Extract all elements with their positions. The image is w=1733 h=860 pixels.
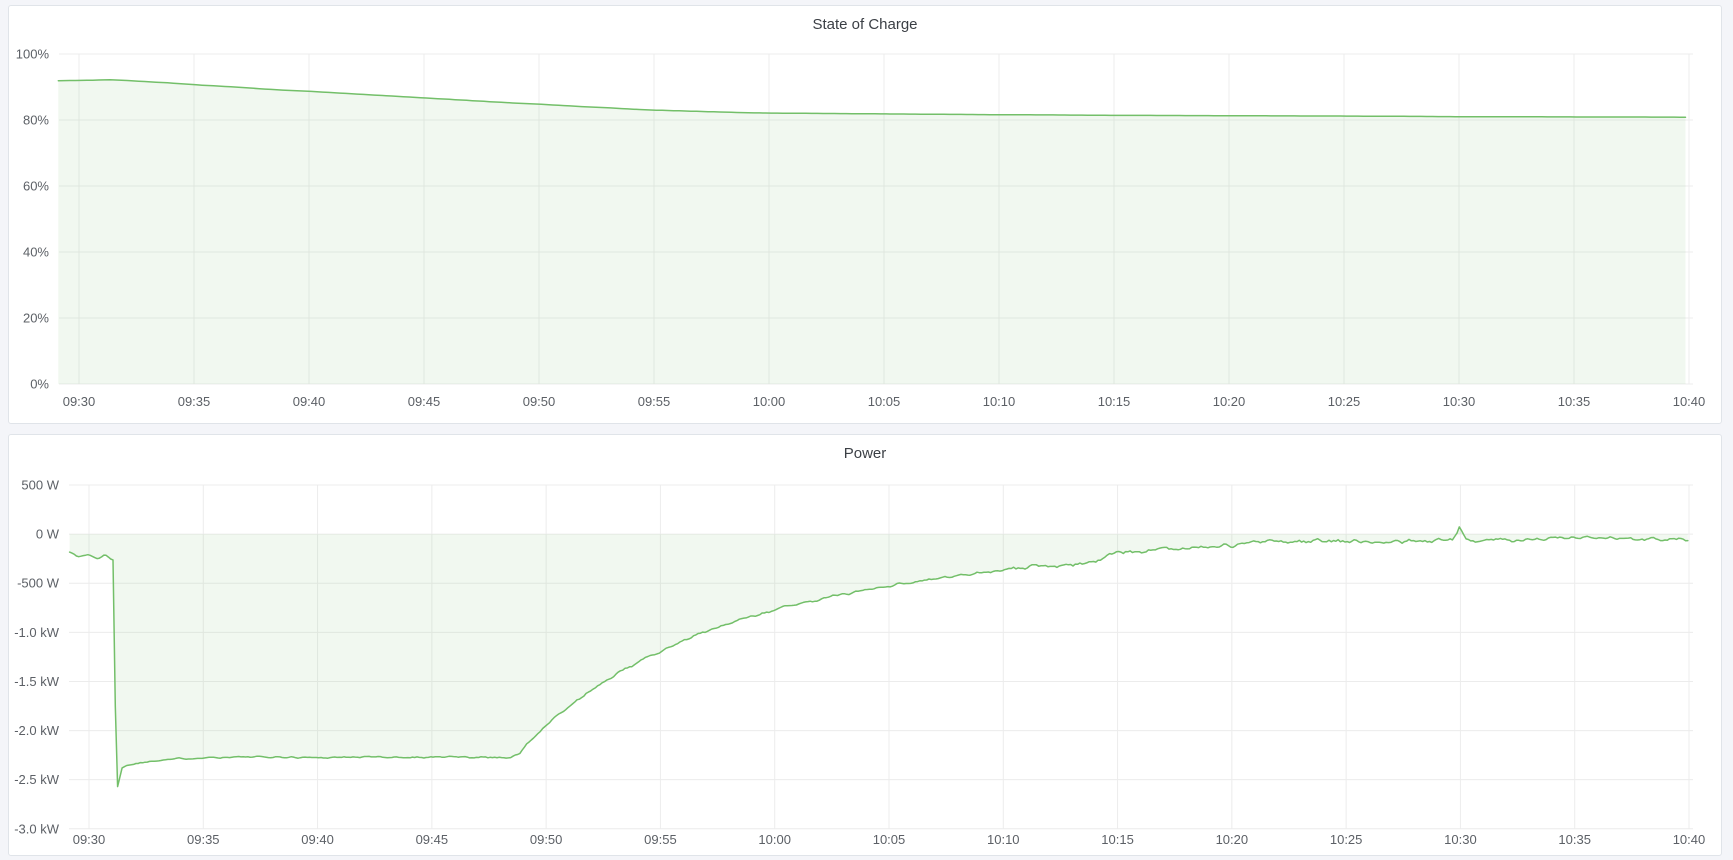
x-tick-label: 10:05 <box>873 832 906 847</box>
x-tick-label: 10:20 <box>1213 394 1246 409</box>
y-tick-label: 40% <box>23 245 49 260</box>
panel-title-state-of-charge[interactable]: State of Charge <box>812 16 918 33</box>
x-tick-label: 09:40 <box>293 394 326 409</box>
y-tick-label: 60% <box>23 179 49 194</box>
y-tick-label: -1.0 kW <box>14 625 60 640</box>
x-tick-label: 09:45 <box>416 832 449 847</box>
y-tick-label: 500 W <box>21 478 59 493</box>
panel-title-power[interactable]: Power <box>843 445 887 462</box>
x-tick-label: 10:25 <box>1330 832 1363 847</box>
x-tick-label: 10:30 <box>1444 832 1477 847</box>
y-tick-label: -3.0 kW <box>14 821 60 836</box>
x-tick-label: 10:10 <box>987 832 1020 847</box>
x-tick-label: 10:40 <box>1673 394 1706 409</box>
panel-power: Power 500 W 0 W -500 W -1.0 kW -1.5 kW -2.0 k… <box>8 434 1722 856</box>
x-tick-label: 10:15 <box>1101 832 1134 847</box>
x-tick-label: 10:40 <box>1673 832 1706 847</box>
power-chart[interactable]: 500 W 0 W -500 W -1.0 kW -1.5 kW -2.0 kW -2.5 … <box>9 435 1721 855</box>
state-of-charge-chart[interactable]: 0% 20% 40% 60% 80% 100% 09:30 09:35 09:40 09:45 09… <box>9 6 1721 423</box>
panel-state-of-charge: State of Charge 0% 20% 40% 60% 80% 100% 09:30 0… <box>8 5 1722 424</box>
y-tick-label: 80% <box>23 113 49 128</box>
x-tick-label: 10:05 <box>868 394 901 409</box>
y-tick-label: 20% <box>23 311 49 326</box>
x-tick-label: 09:40 <box>301 832 334 847</box>
x-tick-label: 10:00 <box>753 394 786 409</box>
x-tick-label: 09:35 <box>187 832 220 847</box>
power-area <box>69 526 1688 787</box>
y-tick-label: -1.5 kW <box>14 674 60 689</box>
x-tick-label: 09:35 <box>178 394 211 409</box>
power-line <box>68 526 1689 788</box>
x-tick-label: 09:45 <box>408 394 441 409</box>
x-tick-label: 09:50 <box>523 394 556 409</box>
state-of-charge-area <box>58 79 1686 385</box>
x-tick-label: 10:35 <box>1558 832 1591 847</box>
y-tick-label: 0 W <box>36 527 60 542</box>
x-tick-label: 10:30 <box>1443 394 1476 409</box>
y-tick-label: -500 W <box>17 576 60 591</box>
x-tick-label: 09:55 <box>638 394 671 409</box>
x-tick-label: 10:10 <box>983 394 1016 409</box>
y-tick-label: 100% <box>16 47 50 62</box>
x-tick-label: 09:30 <box>73 832 106 847</box>
x-tick-label: 10:35 <box>1558 394 1591 409</box>
x-tick-label: 09:30 <box>63 394 96 409</box>
y-tick-label: -2.5 kW <box>14 772 60 787</box>
y-tick-label: -2.0 kW <box>14 723 60 738</box>
x-tick-label: 10:00 <box>758 832 791 847</box>
x-tick-label: 10:15 <box>1098 394 1131 409</box>
x-tick-label: 09:50 <box>530 832 563 847</box>
x-tick-label: 09:55 <box>644 832 677 847</box>
x-tick-label: 10:20 <box>1216 832 1249 847</box>
x-tick-label: 10:25 <box>1328 394 1361 409</box>
y-tick-label: 0% <box>30 377 49 392</box>
state-of-charge-line <box>57 79 1687 118</box>
